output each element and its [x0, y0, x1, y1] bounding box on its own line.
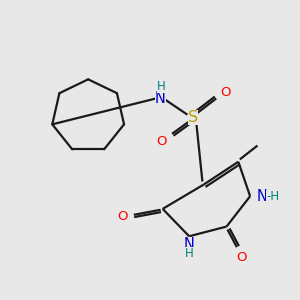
Text: O: O [157, 135, 167, 148]
Text: O: O [220, 86, 231, 99]
Text: -H: -H [266, 190, 279, 203]
Text: N: N [256, 189, 268, 204]
Text: H: H [185, 247, 194, 260]
Text: N: N [184, 237, 195, 252]
Text: N: N [155, 91, 166, 106]
Text: O: O [236, 251, 247, 264]
Text: S: S [188, 110, 198, 125]
Text: O: O [118, 210, 128, 223]
Text: H: H [157, 80, 166, 93]
